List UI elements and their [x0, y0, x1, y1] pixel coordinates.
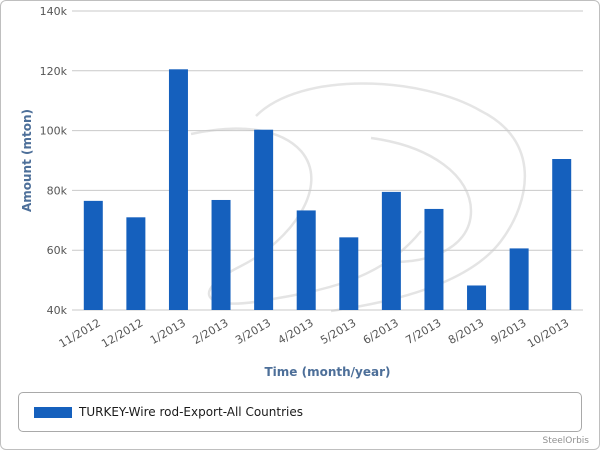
bar[interactable] — [424, 208, 444, 310]
x-tick-label: 1/2013 — [148, 316, 188, 347]
bar[interactable] — [467, 285, 487, 310]
bar[interactable] — [381, 191, 401, 310]
y-axis-title: Amount (mton) — [20, 109, 34, 212]
x-tick-label: 11/2012 — [57, 316, 103, 350]
legend-label: TURKEY-Wire rod-Export-All Countries — [79, 405, 303, 419]
bar[interactable] — [339, 237, 359, 310]
x-tick-label: 2/2013 — [191, 316, 231, 347]
bar[interactable] — [296, 210, 316, 310]
y-tick-label: 120k — [40, 65, 68, 78]
x-tick-label: 7/2013 — [403, 316, 443, 347]
credits: SteelOrbis — [542, 436, 589, 446]
bar[interactable] — [509, 248, 529, 310]
x-tick-label: 4/2013 — [276, 316, 316, 347]
x-axis-title: Time (month/year) — [264, 365, 390, 379]
bar[interactable] — [126, 217, 146, 310]
x-tick-label: 5/2013 — [318, 316, 358, 347]
y-tick-label: 140k — [40, 5, 68, 18]
x-tick-label: 3/2013 — [233, 316, 273, 347]
x-tick-label: 10/2013 — [525, 316, 571, 350]
y-tick-label: 40k — [47, 304, 68, 317]
x-tick-label: 9/2013 — [489, 316, 529, 347]
bar[interactable] — [83, 200, 103, 310]
y-tick-label: 60k — [47, 244, 68, 257]
bar[interactable] — [211, 199, 231, 310]
y-axis-ticks: 40k 60k 80k 100k 120k 140k — [40, 5, 68, 317]
y-tick-label: 80k — [47, 184, 68, 197]
x-tick-label: 8/2013 — [446, 316, 486, 347]
legend-swatch — [34, 407, 72, 418]
bar[interactable] — [254, 129, 274, 310]
legend: TURKEY-Wire rod-Export-All Countries — [18, 392, 582, 432]
x-tick-label: 6/2013 — [361, 316, 401, 347]
grid-lines — [72, 10, 583, 311]
x-tick-label: 12/2012 — [99, 316, 145, 350]
bar-series — [83, 69, 572, 311]
bar[interactable] — [552, 159, 572, 310]
y-tick-label: 100k — [40, 125, 68, 138]
bar[interactable] — [168, 69, 188, 311]
